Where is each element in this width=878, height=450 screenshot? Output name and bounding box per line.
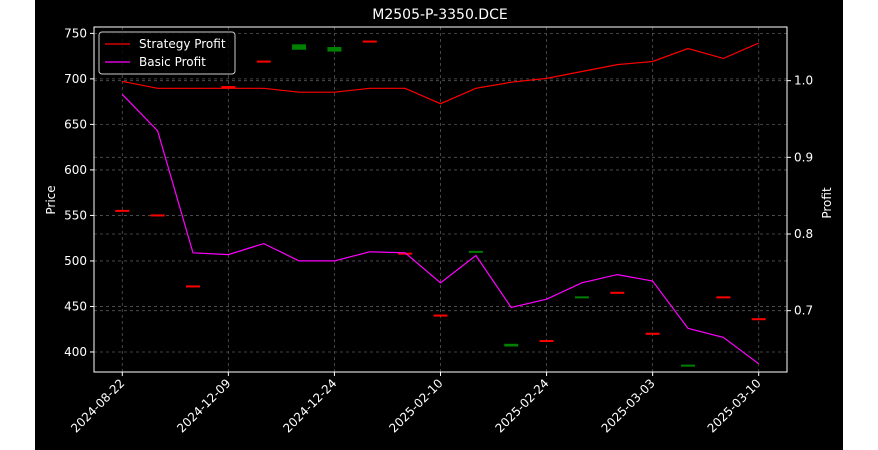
y-axis-label-right: Profit: [820, 187, 834, 219]
left-axis-tick-label: 650: [64, 117, 87, 131]
y-axis-label-left: Price: [44, 185, 58, 214]
left-axis-tick-label: 500: [64, 254, 87, 268]
legend-label-basic-profit: Basic Profit: [139, 55, 206, 69]
candle: [292, 44, 307, 50]
candle: [221, 86, 236, 89]
candle: [327, 47, 342, 52]
candle: [115, 209, 130, 212]
candle: [468, 250, 483, 253]
left-axis-tick-label: 750: [64, 26, 87, 40]
candle: [716, 296, 731, 299]
right-axis: 0.7 0.8 0.9 1.0: [787, 74, 813, 318]
figure-background: [35, 0, 843, 450]
left-axis-tick-label: 600: [64, 163, 87, 177]
candle: [256, 60, 271, 63]
candle: [751, 318, 766, 321]
left-axis-tick-label: 450: [64, 299, 87, 313]
right-axis-tick-label: 1.0: [794, 74, 813, 88]
candle: [645, 332, 660, 335]
left-axis-tick-label: 550: [64, 208, 87, 222]
series-lines: [121, 42, 760, 365]
left-axis-tick-label: 700: [64, 72, 87, 86]
candle: [186, 285, 200, 288]
candle: [610, 291, 625, 294]
candle: [398, 252, 413, 255]
right-axis-tick-label: 0.9: [794, 150, 813, 164]
left-axis-tick-label: 400: [64, 345, 87, 359]
candle: [504, 343, 519, 347]
series-line-strategy-profit: [122, 42, 759, 105]
legend-label-strategy-profit: Strategy Profit: [139, 37, 226, 51]
candle: [433, 314, 448, 317]
candle: [574, 296, 589, 299]
right-axis-tick-label: 0.8: [794, 227, 813, 241]
candle: [539, 340, 554, 343]
candle: [362, 40, 377, 43]
right-axis-tick-label: 0.7: [794, 304, 813, 318]
legend: Strategy Profit Basic Profit: [98, 31, 236, 75]
candles: [115, 40, 766, 367]
candle: [681, 364, 695, 367]
series-line-basic-profit: [121, 93, 760, 365]
legend-box: [98, 31, 236, 75]
chart-title: M2505-P-3350.DCE: [372, 7, 507, 23]
left-axis: 400 450 500 550 600 650 700 750: [64, 26, 94, 359]
candle: [150, 214, 165, 217]
